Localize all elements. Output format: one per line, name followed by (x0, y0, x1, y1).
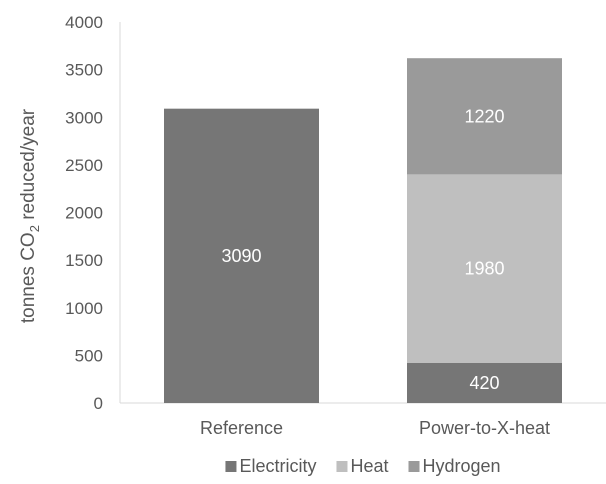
data-label: 3090 (221, 246, 261, 266)
y-axis-ticks: 0 500 1000 1500 2000 2500 3000 3500 4000 (65, 13, 103, 413)
y-tick-label: 4000 (65, 13, 103, 32)
y-tick-label: 3500 (65, 61, 103, 80)
y-axis-title: tonnes CO2 reduced/year (18, 108, 42, 323)
x-axis-labels: Reference Power-to-X-heat (200, 418, 550, 438)
legend-swatch (225, 461, 237, 472)
bars (164, 58, 562, 404)
y-axis-label-part: tonnes CO (18, 232, 39, 323)
legend-swatch (408, 461, 420, 472)
legend: Electricity Heat Hydrogen (225, 456, 501, 476)
legend-label: Hydrogen (423, 456, 501, 476)
legend-label: Heat (350, 456, 388, 476)
data-label: 1980 (464, 259, 504, 279)
y-tick-label: 3000 (65, 108, 103, 127)
y-tick-label: 0 (94, 394, 103, 413)
y-tick-label: 1500 (65, 251, 103, 270)
legend-label: Electricity (239, 456, 316, 476)
y-tick-label: 2500 (65, 156, 103, 175)
legend-item-hydrogen: Hydrogen (408, 456, 501, 476)
data-label: 420 (469, 373, 499, 393)
bar-electricity (164, 108, 319, 404)
x-tick-label: Reference (200, 418, 283, 438)
data-label: 1220 (464, 106, 504, 126)
data-labels: 3090 420 1980 1220 (221, 106, 504, 393)
y-axis-label-part: reduced/year (18, 108, 39, 225)
svg-text:tonnes CO2 reduced/year: tonnes CO2 reduced/year (18, 108, 42, 323)
y-tick-label: 500 (75, 346, 103, 365)
legend-item-electricity: Electricity (225, 456, 316, 476)
x-tick-label: Power-to-X-heat (419, 418, 550, 438)
bar-hydrogen (407, 58, 562, 175)
legend-swatch (336, 461, 348, 472)
y-axis-label-subscript: 2 (27, 225, 42, 232)
y-tick-label: 1000 (65, 299, 103, 318)
legend-item-heat: Heat (336, 456, 389, 476)
y-tick-label: 2000 (65, 204, 103, 223)
bar-heat (407, 174, 562, 363)
bar-electricity (407, 362, 562, 403)
